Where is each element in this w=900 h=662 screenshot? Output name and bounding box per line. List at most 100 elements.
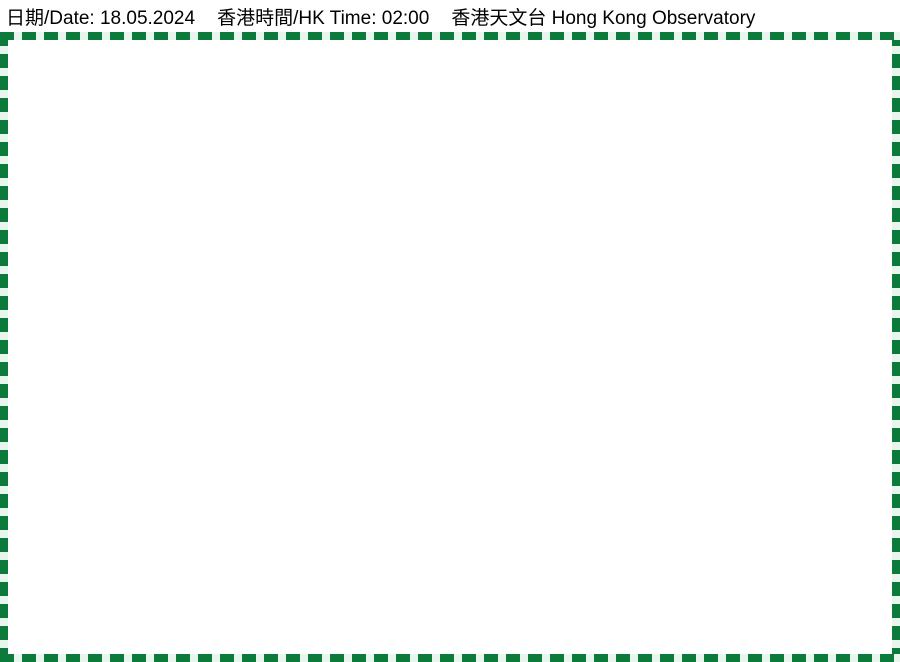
station-temp-reading-4: 18 [549,283,558,292]
country-label-cn-cambodia: 柬埔寨 [214,598,253,610]
pressure-centre-symbol-en: HIGH [806,243,834,255]
isobar-label-right-1018-2: 1018 [854,331,875,341]
isobar-label-top-1002-2: 1002 [297,43,318,53]
station-marker-yichang [354,307,357,310]
station-marker-taiyuan [362,164,365,167]
island-label-cn-guam: 關島 [847,603,860,609]
station-temp-guilin: 20 [268,395,277,404]
station-marker-vientiane [187,519,190,522]
station-name-en-kagoshima: KAGOSHIMA [664,286,701,292]
country-label-en-india: INDIA [29,405,59,417]
station-name-cn-chiang-mai: 清邁 [131,520,144,526]
station-temp-luzhou: 19 [137,418,146,427]
island-label-en-okinawa: OKINAWA [597,397,625,403]
station-temp-taiyuan: 21 [335,157,344,166]
pressure-centre-symbol-en: LOW [247,127,273,139]
station-name-en-manila: MANILA [507,588,530,594]
isobar-label-left-1008-17: 1008 [11,415,32,425]
station-name-en-chiang-mai: CHIANG MAI [131,527,167,533]
map-canvas[interactable]: 中國 CHINA 朝鮮 DPR KOREA 韓國 REPUBLIC OF KOREA 日本 JAP… [9,41,891,653]
station-name-cn-tokyo: 東京 [800,203,813,209]
weather-chart[interactable]: 中國 CHINA 朝鮮 DPR KOREA 韓國 REPUBLIC OF KOREA 日本 JAP… [0,32,900,662]
station-temp-wuhan: 24 [369,292,378,301]
station-name-en-chengdu: CHENGDU [234,301,265,307]
station-name-cn-guiyang: 貴陽 [272,376,285,382]
station-temp-reading-12: 23 [421,375,430,384]
station-marker-sendai [815,154,818,157]
island-label-cn-ogasawara-islands: 小笠原群島 [837,371,868,377]
station-name-cn-baguio: 碧瑤 [502,549,515,555]
station-marker-yanan [299,189,302,192]
sea-label-en-gulf-of-thailand: THAILAND [161,652,210,654]
isobar-label-left-1008-1: 1008 [11,165,32,175]
station-marker-wenzhou [499,366,502,369]
station-name-cn-datong: 大同 [369,108,382,114]
station-name-cn-leizhou: 雷州 [334,479,347,485]
country-label-en-china: CHINA [277,260,312,272]
station-temp-kobe: 14 [702,210,711,219]
station-temp-ho-chi-minh-city: 28 [245,645,254,653]
station-name-cn-changsha: 長沙 [361,346,374,352]
station-name-en-seoul: SEOUL [594,174,615,180]
station-name-en-changsha: CHANGSHA [361,353,396,359]
station-marker-seoul [589,172,592,175]
isobar-label-left-1018-6: 1018 [11,245,32,255]
station-name-en-dalian: DALIAN [514,151,536,157]
station-name-cn-nanjing: 南京 [469,279,482,285]
station-marker-osaka [739,223,742,226]
station-marker-xiamen [437,419,440,422]
isobar-label-left-1006-0: 1006 [11,149,32,159]
station-name-en-nanchang: NANCHANG [422,346,457,352]
island-label-en-iwo-jima: IWO JIMA [841,424,869,430]
station-name-cn-haikou: 海口 [312,498,325,504]
station-name-cn-bangkok: 曼谷 [162,590,175,596]
station-name-en-luzhou: LUZHOU [179,380,204,386]
station-name-cn-hong-kong: 香港 [354,446,367,452]
sea-label-cn-bay-of-bengal: 孟加拉灣 [15,538,55,549]
isobar-label-top-1006-4: 1006 [509,43,530,53]
station-name-cn-akita: 秋田 [819,124,832,130]
country-label-cn-thailand: 泰國 [169,540,195,552]
station-marker-leizhou [329,484,332,487]
isobar-label-top-1002-1: 1002 [169,43,190,53]
station-marker-busan [622,217,625,220]
station-marker-hong-kong [349,451,352,454]
station-name-en-lhasa: LHASA [34,330,54,336]
station-temp-zhanjiang: 26 [265,455,274,464]
station-name-cn-ho-chi-minh-city: 胡志明市 [277,644,302,650]
station-marker-xuzhou [444,231,447,234]
station-temp-beijing: 21 [395,109,404,118]
station-marker-nanning [269,441,272,444]
station-temp-nagasaki: 15 [609,255,618,264]
sea-label-en-bashi-channel: BASHI CHANNEL [499,479,580,490]
sea-label-en-pacific-ocean: PACIFIC OCEAN [709,476,787,487]
pressure-centre-symbol-en: LOW [654,99,680,111]
pressure-centre-low-4: 低 LOW [87,479,113,501]
station-name-en-wenzhou: WENZHOU [504,368,535,374]
station-marker-jeju [589,248,592,251]
island-label-cn-ryukyu-islands: 琉球群島 [556,359,581,365]
station-name-cn-nanning: 南寧 [274,436,287,442]
pressure-centre-low-1: 低 LOW [654,89,680,111]
station-name-cn-xiamen: 廈門 [442,414,455,420]
station-marker-manila [502,586,505,589]
station-marker-kagoshima [659,284,662,287]
country-label-cn-philippines: 菲律賓 [521,570,560,582]
station-marker-nanjing [464,284,467,287]
station-marker-datong [364,113,367,116]
isobar-label-top-1004-3: 1004 [429,43,450,53]
station-marker-da-nang [294,562,297,565]
station-name-cn-tianjin: 天津 [435,154,448,160]
station-marker-bangkok [157,595,160,598]
country-label-en-philippines: PHILIPPINES [521,583,590,595]
station-temp-akita: 14 [783,119,792,128]
country-label-cn-republic-of-korea: 韓國 [587,181,613,193]
station-marker-guilin [304,405,307,408]
station-temp-reading-5: 18 [627,292,636,301]
country-label-en-dpr-korea: KOREA [579,113,619,125]
isobar-label-top-1012-10: 1012 [889,43,891,53]
isobar-label-left-1014-4: 1014 [11,213,32,223]
station-name-cn-lhasa: 拉薩 [34,323,47,329]
station-temp-baguio: 18 [465,548,474,557]
sea-label-cn-pacific-ocean: 太平洋 [709,465,739,476]
